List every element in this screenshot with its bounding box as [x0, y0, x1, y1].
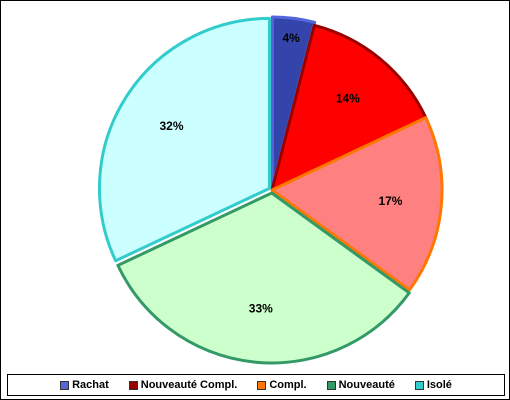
pie-slice-nouveaut-compl [270, 23, 428, 192]
legend-item-nouveaute-compl: Nouveauté Compl. [128, 379, 238, 391]
legend-item-isole: Isolé [414, 379, 452, 391]
legend-swatch-nouveaute-compl [128, 380, 138, 390]
legend-swatch-isole [414, 380, 424, 390]
legend-label-compl: Compl. [269, 379, 307, 391]
legend-swatch-rachat [60, 380, 70, 390]
pie-slice-compl [270, 116, 444, 292]
data-label-rachat: 4% [283, 31, 301, 45]
legend-item-rachat: Rachat [60, 379, 109, 391]
legend-item-compl: Compl. [257, 379, 307, 391]
data-label-compl: 17% [378, 194, 402, 208]
legend-label-isole: Isolé [426, 379, 452, 391]
pie-slice-nouveaut [116, 191, 411, 365]
legend-label-nouveaute-compl: Nouveauté Compl. [140, 379, 238, 391]
legend-label-nouveaute: Nouveauté [338, 379, 395, 391]
data-label-isol: 32% [160, 119, 184, 133]
pie-chart: 4% 14% 17% 33% 32% [97, 15, 444, 365]
legend-swatch-compl [257, 380, 267, 390]
data-label-nouveaut: 33% [249, 301, 273, 315]
legend: Rachat Nouveauté Compl. Compl. Nouveauté… [7, 374, 505, 396]
legend-item-nouveaute: Nouveauté [326, 379, 395, 391]
legend-swatch-nouveaute [326, 380, 336, 390]
pie-slice-isol [97, 16, 271, 263]
legend-label-rachat: Rachat [72, 379, 109, 391]
data-label-nouveaut-compl: 14% [336, 91, 360, 105]
